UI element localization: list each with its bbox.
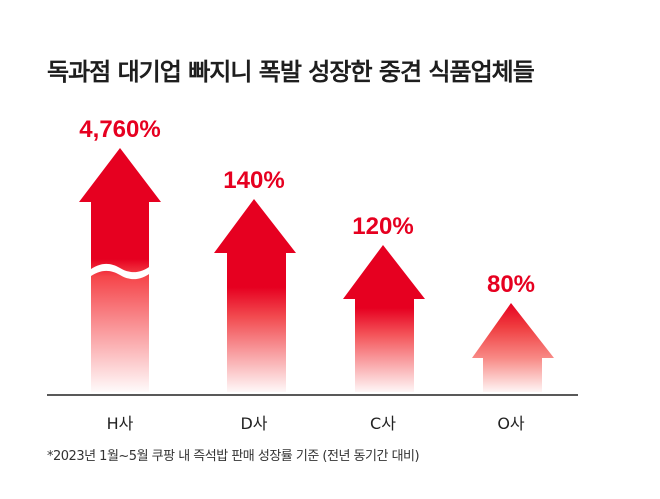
value-label-o: 80% <box>486 271 536 298</box>
arrow-h <box>79 148 161 392</box>
category-label-o: O사 <box>497 414 525 433</box>
category-label-c: C사 <box>370 414 396 433</box>
value-label-d: 140% <box>223 167 285 194</box>
footnote: *2023년 1월~5월 쿠팡 내 즉석밥 판매 성장률 기준 (전년 동기간 … <box>47 449 420 464</box>
value-label-c: 120% <box>352 213 414 240</box>
chart-title: 독과점 대기업 빠지니 폭발 성장한 중견 식품업체들 <box>47 58 535 86</box>
arrow-o <box>472 303 554 392</box>
category-label-d: D사 <box>240 414 268 433</box>
arrow-d <box>214 199 296 392</box>
value-label-h: 4,760% <box>79 116 161 143</box>
category-label-h: H사 <box>106 414 134 433</box>
arrow-c <box>343 245 425 392</box>
